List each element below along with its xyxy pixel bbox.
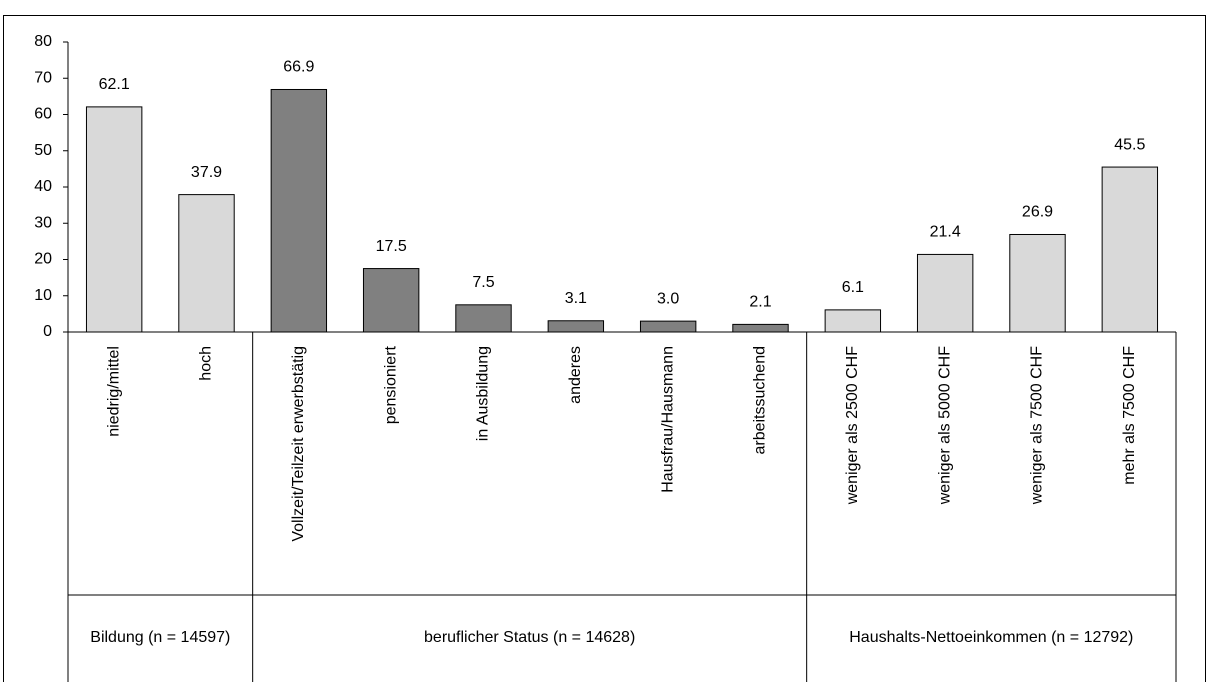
x-tick-label: Vollzeit/Teilzeit erwerbstätig [290, 346, 307, 542]
x-tick-label: weniger als 7500 CHF [1029, 346, 1046, 506]
value-label: 62.1 [99, 76, 130, 93]
y-tick-label: 70 [34, 69, 52, 86]
y-tick-label: 60 [34, 106, 52, 123]
value-label: 37.9 [191, 164, 222, 181]
y-tick-label: 80 [34, 33, 52, 50]
group-label: Bildung (n = 14597) [90, 629, 231, 646]
x-tick-label: mehr als 7500 CHF [1121, 346, 1138, 485]
value-label: 6.1 [842, 279, 864, 296]
value-label: 3.1 [565, 290, 587, 307]
bar [455, 304, 512, 333]
value-label: 66.9 [283, 59, 314, 76]
x-tick-label: niedrig/mittel [105, 346, 122, 437]
value-label: 2.1 [749, 294, 771, 311]
y-tick-label: 0 [43, 323, 52, 340]
x-tick-label: pensioniert [382, 345, 399, 424]
group-label: beruflicher Status (n = 14628) [424, 629, 636, 646]
y-tick-label: 30 [34, 214, 52, 231]
bar [1009, 233, 1066, 333]
y-tick-label: 20 [34, 251, 52, 268]
bar [270, 88, 328, 333]
x-tick-label: Hausfrau/Hausmann [659, 346, 676, 493]
y-tick-label: 50 [34, 142, 52, 159]
bar [178, 194, 235, 333]
bar [547, 320, 605, 333]
frame [3, 15, 1206, 682]
bar [1101, 166, 1159, 333]
value-label: 17.5 [376, 238, 407, 255]
value-label: 21.4 [930, 224, 961, 241]
value-label: 26.9 [1022, 204, 1053, 221]
bar [732, 323, 789, 333]
bar [639, 320, 697, 333]
x-tick-label: weniger als 5000 CHF [936, 346, 953, 506]
x-tick-label: arbeitssuchend [752, 346, 769, 455]
group-label: Haushalts-Nettoeinkommen (n = 12792) [849, 629, 1134, 646]
bar [85, 106, 143, 333]
bar [824, 309, 882, 333]
value-label: 45.5 [1114, 136, 1145, 153]
x-tick-label: anderes [567, 346, 584, 404]
y-tick-label: 10 [34, 287, 52, 304]
value-label: 3.0 [657, 290, 679, 307]
x-tick-label: in Ausbildung [475, 346, 492, 441]
y-tick-label: 40 [34, 178, 52, 195]
bar [362, 268, 420, 333]
x-tick-label: hoch [198, 346, 215, 381]
x-tick-label: weniger als 2500 CHF [844, 346, 861, 506]
value-label: 7.5 [472, 274, 494, 291]
bar [916, 253, 974, 333]
